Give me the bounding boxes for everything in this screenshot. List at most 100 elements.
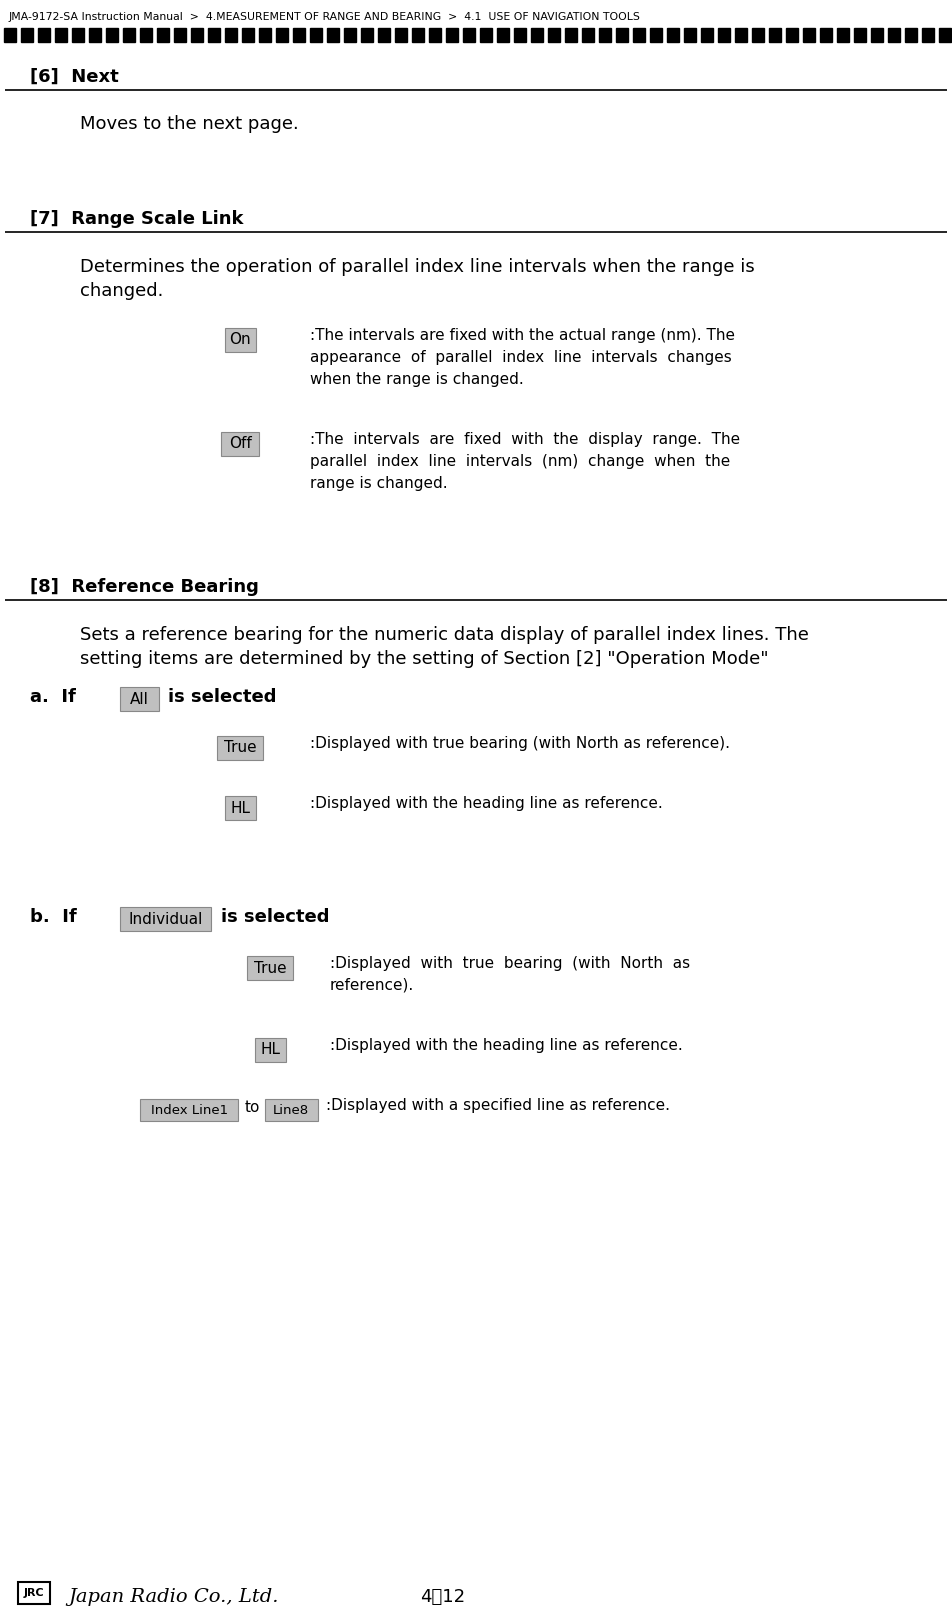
- Bar: [89, 28, 101, 42]
- Bar: [565, 28, 577, 42]
- Bar: [174, 28, 186, 42]
- FancyBboxPatch shape: [18, 1583, 50, 1604]
- Bar: [395, 28, 407, 42]
- Text: Sets a reference bearing for the numeric data display of parallel index lines. T: Sets a reference bearing for the numeric…: [80, 625, 809, 645]
- Bar: [310, 28, 322, 42]
- Text: All: All: [129, 692, 149, 706]
- Text: [8]  Reference Bearing: [8] Reference Bearing: [30, 578, 259, 596]
- Text: True: True: [224, 740, 256, 755]
- Bar: [225, 28, 237, 42]
- Bar: [820, 28, 832, 42]
- Text: parallel  index  line  intervals  (nm)  change  when  the: parallel index line intervals (nm) chang…: [310, 454, 730, 470]
- Text: setting items are determined by the setting of Section [2] "Operation Mode": setting items are determined by the sett…: [80, 650, 768, 667]
- Bar: [616, 28, 628, 42]
- Bar: [888, 28, 900, 42]
- Text: reference).: reference).: [330, 978, 414, 993]
- Bar: [599, 28, 611, 42]
- Bar: [276, 28, 288, 42]
- Bar: [497, 28, 509, 42]
- Bar: [514, 28, 526, 42]
- Text: Individual: Individual: [129, 912, 203, 927]
- Bar: [667, 28, 679, 42]
- Bar: [582, 28, 594, 42]
- Text: :Displayed with true bearing (with North as reference).: :Displayed with true bearing (with North…: [310, 735, 730, 752]
- FancyBboxPatch shape: [140, 1098, 239, 1121]
- Bar: [4, 28, 16, 42]
- Bar: [939, 28, 951, 42]
- Bar: [701, 28, 713, 42]
- Bar: [718, 28, 730, 42]
- Bar: [684, 28, 696, 42]
- FancyBboxPatch shape: [221, 433, 259, 457]
- Bar: [242, 28, 254, 42]
- Bar: [361, 28, 373, 42]
- Bar: [21, 28, 33, 42]
- Text: 4－12: 4－12: [420, 1588, 466, 1605]
- Bar: [191, 28, 203, 42]
- Bar: [837, 28, 849, 42]
- Bar: [735, 28, 747, 42]
- Bar: [378, 28, 390, 42]
- Bar: [752, 28, 764, 42]
- Text: when the range is changed.: when the range is changed.: [310, 373, 524, 387]
- FancyBboxPatch shape: [254, 1038, 286, 1063]
- Text: On: On: [229, 332, 250, 348]
- FancyBboxPatch shape: [225, 327, 255, 352]
- Text: Moves to the next page.: Moves to the next page.: [80, 115, 299, 133]
- Bar: [259, 28, 271, 42]
- Text: Japan Radio Co., Ltd.: Japan Radio Co., Ltd.: [68, 1588, 279, 1605]
- Bar: [327, 28, 339, 42]
- Text: :The intervals are fixed with the actual range (nm). The: :The intervals are fixed with the actual…: [310, 327, 735, 343]
- Text: :Displayed with a specified line as reference.: :Displayed with a specified line as refe…: [326, 1098, 670, 1113]
- Bar: [786, 28, 798, 42]
- Text: HL: HL: [260, 1043, 280, 1058]
- Text: [7]  Range Scale Link: [7] Range Scale Link: [30, 211, 244, 228]
- Text: b.  If: b. If: [30, 907, 77, 927]
- Bar: [463, 28, 475, 42]
- Bar: [106, 28, 118, 42]
- Bar: [922, 28, 934, 42]
- Bar: [531, 28, 543, 42]
- Bar: [72, 28, 84, 42]
- FancyBboxPatch shape: [120, 687, 158, 711]
- Text: appearance  of  parallel  index  line  intervals  changes: appearance of parallel index line interv…: [310, 350, 732, 364]
- FancyBboxPatch shape: [247, 956, 293, 980]
- FancyBboxPatch shape: [225, 795, 255, 820]
- Bar: [412, 28, 424, 42]
- Text: JRC: JRC: [24, 1588, 45, 1597]
- Text: is selected: is selected: [221, 907, 329, 927]
- Bar: [803, 28, 815, 42]
- FancyBboxPatch shape: [120, 907, 211, 931]
- Bar: [633, 28, 645, 42]
- Text: Line8: Line8: [273, 1103, 309, 1116]
- Bar: [854, 28, 866, 42]
- Text: Index Line1: Index Line1: [150, 1103, 228, 1116]
- Text: :The  intervals  are  fixed  with  the  display  range.  The: :The intervals are fixed with the displa…: [310, 433, 740, 447]
- FancyBboxPatch shape: [265, 1098, 318, 1121]
- Text: range is changed.: range is changed.: [310, 476, 447, 491]
- Bar: [123, 28, 135, 42]
- Bar: [480, 28, 492, 42]
- Text: [6]  Next: [6] Next: [30, 68, 119, 86]
- Bar: [344, 28, 356, 42]
- Bar: [871, 28, 883, 42]
- Bar: [157, 28, 169, 42]
- Text: a.  If: a. If: [30, 688, 76, 706]
- Text: JMA-9172-SA Instruction Manual  >  4.MEASUREMENT OF RANGE AND BEARING  >  4.1  U: JMA-9172-SA Instruction Manual > 4.MEASU…: [8, 11, 640, 23]
- Text: Off: Off: [228, 436, 251, 452]
- Bar: [769, 28, 781, 42]
- Text: :Displayed with the heading line as reference.: :Displayed with the heading line as refe…: [310, 795, 663, 812]
- Bar: [140, 28, 152, 42]
- Text: True: True: [253, 961, 287, 975]
- Bar: [293, 28, 305, 42]
- Text: changed.: changed.: [80, 282, 164, 300]
- Text: :Displayed with the heading line as reference.: :Displayed with the heading line as refe…: [330, 1038, 683, 1053]
- Text: :Displayed  with  true  bearing  (with  North  as: :Displayed with true bearing (with North…: [330, 956, 690, 970]
- Text: is selected: is selected: [169, 688, 277, 706]
- Bar: [429, 28, 441, 42]
- Bar: [548, 28, 560, 42]
- Text: Determines the operation of parallel index line intervals when the range is: Determines the operation of parallel ind…: [80, 258, 755, 275]
- Bar: [55, 28, 67, 42]
- Text: to: to: [245, 1100, 260, 1115]
- Bar: [446, 28, 458, 42]
